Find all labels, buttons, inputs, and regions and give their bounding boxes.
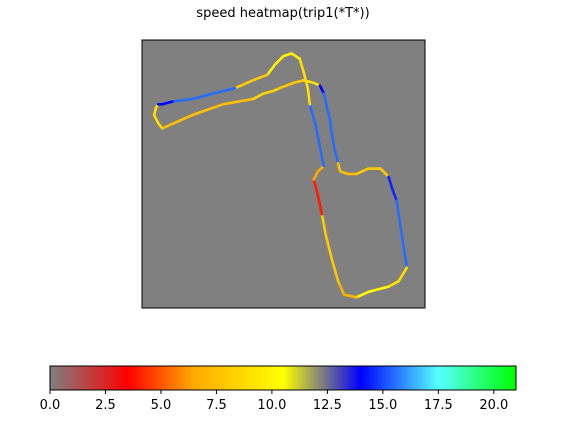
colorbar-tick-label: 17.5 <box>424 398 453 413</box>
track-segment <box>336 162 358 176</box>
track-segment <box>312 178 324 216</box>
track-segment <box>160 97 255 130</box>
track-segment <box>298 57 312 106</box>
track-segment <box>156 100 174 106</box>
colorbar-gradient <box>49 365 517 391</box>
track-segment <box>233 73 269 90</box>
plot-background <box>141 39 426 309</box>
track-segment <box>152 103 164 130</box>
track-segment <box>387 266 409 288</box>
colorbar-tick-label: 2.5 <box>95 398 116 413</box>
track-segment <box>318 84 326 95</box>
track-segment <box>395 199 409 270</box>
colorbar-tick-label: 12.5 <box>313 398 342 413</box>
colorbar: 0.0 2.5 5.0 7.5 10.0 12.5 15.0 17.5 20.0 <box>40 365 517 413</box>
colorbar-tick-label: 5.0 <box>151 398 172 413</box>
track-segment <box>171 86 237 103</box>
plot-area <box>141 39 426 309</box>
track-segment <box>387 175 399 203</box>
colorbar-tick-label: 20.0 <box>479 398 508 413</box>
track-segment <box>336 279 358 299</box>
colorbar-tick-label: 15.0 <box>368 398 397 413</box>
track-segment <box>320 212 340 283</box>
colorbar-tick-label: 0.0 <box>40 398 61 413</box>
chart-title: speed heatmap(trip1(*T*)) <box>196 6 369 21</box>
track-segment <box>308 103 326 168</box>
track-segment <box>251 86 281 101</box>
track-segment <box>322 92 340 165</box>
track-segment <box>312 164 326 181</box>
track-segment <box>354 285 390 299</box>
track-segment <box>354 167 390 178</box>
track-segment <box>278 78 306 90</box>
colorbar-tick-label: 10.0 <box>257 398 286 413</box>
track-segment <box>265 52 302 77</box>
colorbar-tick-label: 7.5 <box>206 398 227 413</box>
